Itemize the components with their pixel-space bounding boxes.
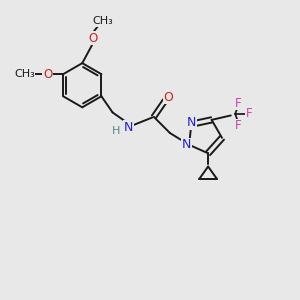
Text: F: F — [235, 119, 242, 132]
Text: CH₃: CH₃ — [92, 16, 113, 26]
Text: O: O — [43, 68, 52, 81]
Text: CH₃: CH₃ — [14, 69, 35, 79]
Text: F: F — [246, 106, 252, 120]
Text: H: H — [112, 126, 121, 136]
Text: N: N — [187, 116, 196, 129]
Text: O: O — [88, 32, 97, 45]
Text: O: O — [164, 91, 173, 103]
Text: F: F — [235, 97, 242, 110]
Text: N: N — [182, 138, 191, 151]
Text: N: N — [124, 121, 133, 134]
